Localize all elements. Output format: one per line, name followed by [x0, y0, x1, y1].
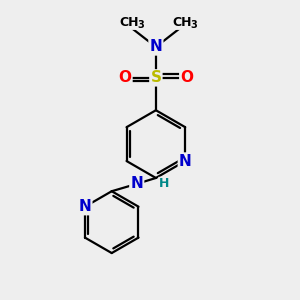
Text: N: N [79, 199, 91, 214]
Text: CH: CH [120, 16, 139, 29]
Text: O: O [180, 70, 193, 86]
Text: N: N [149, 39, 162, 54]
Text: 3: 3 [190, 20, 197, 31]
Text: CH: CH [172, 16, 192, 29]
Text: 3: 3 [138, 20, 144, 31]
Text: H: H [159, 177, 169, 190]
Text: N: N [130, 176, 143, 191]
Text: O: O [118, 70, 131, 86]
Text: N: N [179, 154, 192, 169]
Text: S: S [150, 70, 161, 86]
